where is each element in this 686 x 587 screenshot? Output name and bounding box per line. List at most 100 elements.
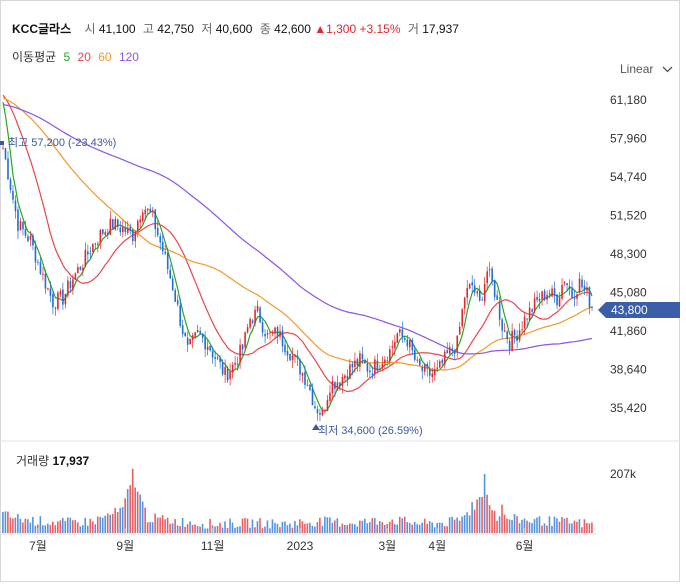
volume-bar xyxy=(468,515,471,533)
candle xyxy=(107,228,109,240)
candle xyxy=(256,300,259,313)
stock-name: KCC글라스 xyxy=(12,22,72,36)
volume-bar xyxy=(271,519,274,533)
candle xyxy=(409,339,411,354)
candle xyxy=(453,349,456,360)
candle xyxy=(523,311,526,335)
candle xyxy=(483,276,486,306)
candle xyxy=(84,242,87,268)
open-value: 41,100 xyxy=(98,22,136,36)
candle xyxy=(174,288,177,302)
volume-bar xyxy=(513,513,516,533)
volume-bar xyxy=(66,517,69,533)
candle xyxy=(49,280,52,303)
candle xyxy=(324,408,326,415)
candle xyxy=(146,208,149,215)
candle xyxy=(154,208,157,238)
scale-toggle-button[interactable]: Linear xyxy=(620,62,673,76)
volume-bar xyxy=(61,517,64,533)
candle xyxy=(186,331,189,353)
y-tick-label: 57,960 xyxy=(610,132,647,146)
volume-bar xyxy=(309,522,311,533)
candle xyxy=(488,261,491,277)
candle xyxy=(236,356,239,371)
candle xyxy=(321,406,324,417)
volume-bar xyxy=(311,525,314,533)
volume-bar xyxy=(274,522,276,533)
candle xyxy=(251,319,254,325)
volume-bar xyxy=(246,518,249,533)
volume-bar xyxy=(166,517,169,533)
volume-bar xyxy=(174,519,176,533)
volume-bar xyxy=(396,524,399,533)
volume-bar xyxy=(276,523,279,533)
volume-label: 거 xyxy=(407,22,419,36)
volume-bar xyxy=(204,528,206,533)
volume-bar xyxy=(408,522,411,533)
volume-bar xyxy=(4,511,7,533)
volume-bar xyxy=(373,518,376,533)
candle xyxy=(206,339,209,356)
candle xyxy=(541,290,543,306)
candle xyxy=(69,277,72,293)
volume-panel-title: 거래량 17,937 xyxy=(16,452,89,469)
candle xyxy=(164,245,167,256)
volume-bar xyxy=(366,523,369,533)
volume-bar xyxy=(161,515,164,533)
volume-bar xyxy=(321,525,324,533)
candle xyxy=(463,296,466,315)
ma-20-line xyxy=(2,94,593,393)
candle xyxy=(591,305,593,312)
candle xyxy=(578,272,581,294)
volume-bar xyxy=(341,523,344,533)
volume-bar xyxy=(451,516,453,533)
volume-bar xyxy=(344,524,346,533)
candle xyxy=(219,355,221,369)
volume-bar xyxy=(331,522,334,533)
volume-bar xyxy=(296,525,299,533)
candle xyxy=(121,219,124,238)
candle xyxy=(79,266,82,271)
volume-bar xyxy=(538,516,541,533)
candle xyxy=(399,328,401,337)
volume-bar xyxy=(471,502,473,533)
volume-bar xyxy=(284,521,286,533)
candle xyxy=(59,288,62,298)
candle xyxy=(443,348,446,369)
candle xyxy=(99,228,102,250)
volume-bar xyxy=(224,521,226,533)
y-tick-label: 61,180 xyxy=(610,93,647,107)
candle xyxy=(129,223,132,235)
volume-bar xyxy=(34,525,37,533)
candle xyxy=(568,279,571,296)
volume-bar xyxy=(57,521,59,533)
moving-average-legend[interactable]: 이동평균 5 20 60 120 xyxy=(12,48,143,65)
min-marker-icon xyxy=(312,424,320,430)
volume-bar xyxy=(259,518,261,533)
candle xyxy=(418,357,421,366)
candle xyxy=(493,279,496,301)
candle xyxy=(566,283,568,291)
volume-bar xyxy=(566,517,568,533)
candle xyxy=(37,259,39,266)
volume-bar xyxy=(488,505,491,533)
candle xyxy=(114,216,117,231)
candle xyxy=(179,297,181,328)
candle xyxy=(156,220,159,238)
volume-bar xyxy=(121,507,124,533)
candle xyxy=(281,325,284,353)
volume-bar xyxy=(54,525,57,533)
volume-bar xyxy=(453,519,456,533)
candle xyxy=(561,278,563,301)
volume-bar xyxy=(206,528,209,533)
candle xyxy=(501,317,503,339)
candle xyxy=(47,287,49,291)
volume-bar xyxy=(176,525,179,533)
candle xyxy=(451,344,454,357)
candle xyxy=(571,280,573,299)
candle xyxy=(27,233,29,243)
volume-bar xyxy=(476,499,478,533)
candle xyxy=(249,316,251,330)
candle xyxy=(349,358,351,380)
